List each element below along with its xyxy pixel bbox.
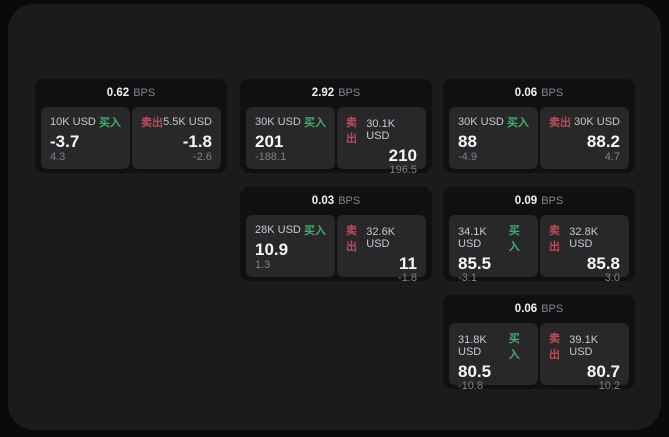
sell-amount: 5.5K USD [163,116,212,128]
buy-quote-panel[interactable]: 30K USD 买入 201 -188.1 [246,107,335,169]
buy-delta: 4.3 [50,151,66,163]
buy-quote-panel[interactable]: 34.1K USD 买入 85.5 -3.1 [449,215,538,284]
buy-delta: -188.1 [255,151,287,163]
buy-label: 买入 [508,225,520,253]
sell-price: 88.2 [586,131,620,151]
buy-quote-panel[interactable]: 28K USD 买入 10.9 1.3 [246,215,335,277]
sell-price: 11 [399,254,417,273]
sell-delta: 196.5 [389,164,417,176]
buy-price: 10.9 [255,239,289,259]
buy-amount: 28K USD [255,224,301,236]
buy-amount: 10K USD [50,116,96,128]
sell-price: 210 [388,146,417,165]
quotes-board: 0.62 BPS 10K USD 买入 -3.7 4.3 卖出 5.5K USD… [8,4,661,430]
sell-quote-panel[interactable]: 卖出 30K USD 88.2 4.7 [540,107,629,169]
spread-header: 2.92 BPS [240,79,432,107]
quote-card[interactable]: 2.92 BPS 30K USD 买入 201 -188.1 卖出 30.1K … [240,79,432,176]
quote-card[interactable]: 0.03 BPS 28K USD 买入 10.9 1.3 卖出 32.6K US… [240,187,432,284]
sell-label: 卖出 [549,225,560,253]
spread-header: 0.06 BPS [443,295,635,323]
spread-unit: BPS [541,303,564,315]
spread-unit: BPS [338,195,361,207]
buy-delta: 1.3 [255,259,271,271]
buy-price: -3.7 [50,131,80,151]
buy-quote-panel[interactable]: 30K USD 买入 88 -4.9 [449,107,538,169]
sell-price: 85.8 [586,254,620,273]
quote-card[interactable]: 0.06 BPS 30K USD 买入 88 -4.9 卖出 30K USD 8… [443,79,635,173]
sell-quote-panel[interactable]: 卖出 32.6K USD 11 -1.8 [337,215,426,284]
spread-value: 0.06 [514,87,538,99]
spread-value: 0.09 [514,195,538,207]
buy-label: 买入 [507,117,529,129]
spread-value: 0.06 [514,303,538,315]
sell-delta: 4.7 [604,151,620,163]
sell-quote-panel[interactable]: 卖出 32.8K USD 85.8 3.0 [540,215,629,284]
buy-label: 买入 [508,333,520,361]
buy-amount: 31.8K USD [458,334,487,358]
quote-card[interactable]: 0.62 BPS 10K USD 买入 -3.7 4.3 卖出 5.5K USD… [35,79,227,173]
spread-value: 2.92 [311,87,335,99]
buy-price: 80.5 [458,362,492,381]
spread-unit: BPS [541,87,564,99]
sell-label: 卖出 [346,117,357,145]
quote-card[interactable]: 0.09 BPS 34.1K USD 买入 85.5 -3.1 卖出 32.8K… [443,187,635,284]
sell-quote-panel[interactable]: 卖出 5.5K USD -1.8 -2.6 [132,107,221,169]
sell-price: -1.8 [182,131,212,151]
buy-amount: 30K USD [255,116,301,128]
buy-price: 201 [255,131,284,151]
sell-delta: 10.2 [598,380,620,392]
sell-delta: -2.6 [193,151,212,163]
sell-label: 卖出 [141,117,163,129]
spread-value: 0.62 [106,87,130,99]
buy-delta: -4.9 [458,151,477,163]
spread-header: 0.62 BPS [35,79,227,107]
spread-unit: BPS [338,87,361,99]
buy-label: 买入 [99,117,121,129]
sell-amount: 32.8K USD [569,226,599,250]
buy-delta: -10.8 [458,380,484,392]
spread-unit: BPS [541,195,564,207]
spread-value: 0.03 [311,195,335,207]
sell-amount: 30K USD [574,116,620,128]
spread-unit: BPS [133,87,156,99]
sell-quote-panel[interactable]: 卖出 39.1K USD 80.7 10.2 [540,323,629,392]
sell-delta: 3.0 [604,272,620,284]
buy-amount: 34.1K USD [458,226,487,250]
buy-delta: -3.1 [458,272,477,284]
spread-header: 0.09 BPS [443,187,635,215]
quote-card[interactable]: 0.06 BPS 31.8K USD 买入 80.5 -10.8 卖出 39.1… [443,295,635,392]
sell-quote-panel[interactable]: 卖出 30.1K USD 210 196.5 [337,107,426,176]
buy-label: 买入 [304,225,326,237]
sell-amount: 30.1K USD [366,118,396,142]
buy-price: 85.5 [458,254,492,273]
buy-label: 买入 [304,117,326,129]
spread-header: 0.03 BPS [240,187,432,215]
sell-label: 卖出 [549,117,571,129]
spread-header: 0.06 BPS [443,79,635,107]
buy-quote-panel[interactable]: 31.8K USD 买入 80.5 -10.8 [449,323,538,392]
sell-amount: 32.6K USD [366,226,396,250]
sell-label: 卖出 [549,333,560,361]
buy-quote-panel[interactable]: 10K USD 买入 -3.7 4.3 [41,107,130,169]
sell-label: 卖出 [346,225,357,253]
sell-amount: 39.1K USD [569,334,599,358]
buy-amount: 30K USD [458,116,504,128]
buy-price: 88 [458,131,477,151]
sell-delta: -1.8 [398,272,417,284]
sell-price: 80.7 [586,362,620,381]
